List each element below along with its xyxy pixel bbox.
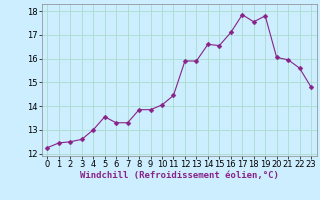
X-axis label: Windchill (Refroidissement éolien,°C): Windchill (Refroidissement éolien,°C) (80, 171, 279, 180)
